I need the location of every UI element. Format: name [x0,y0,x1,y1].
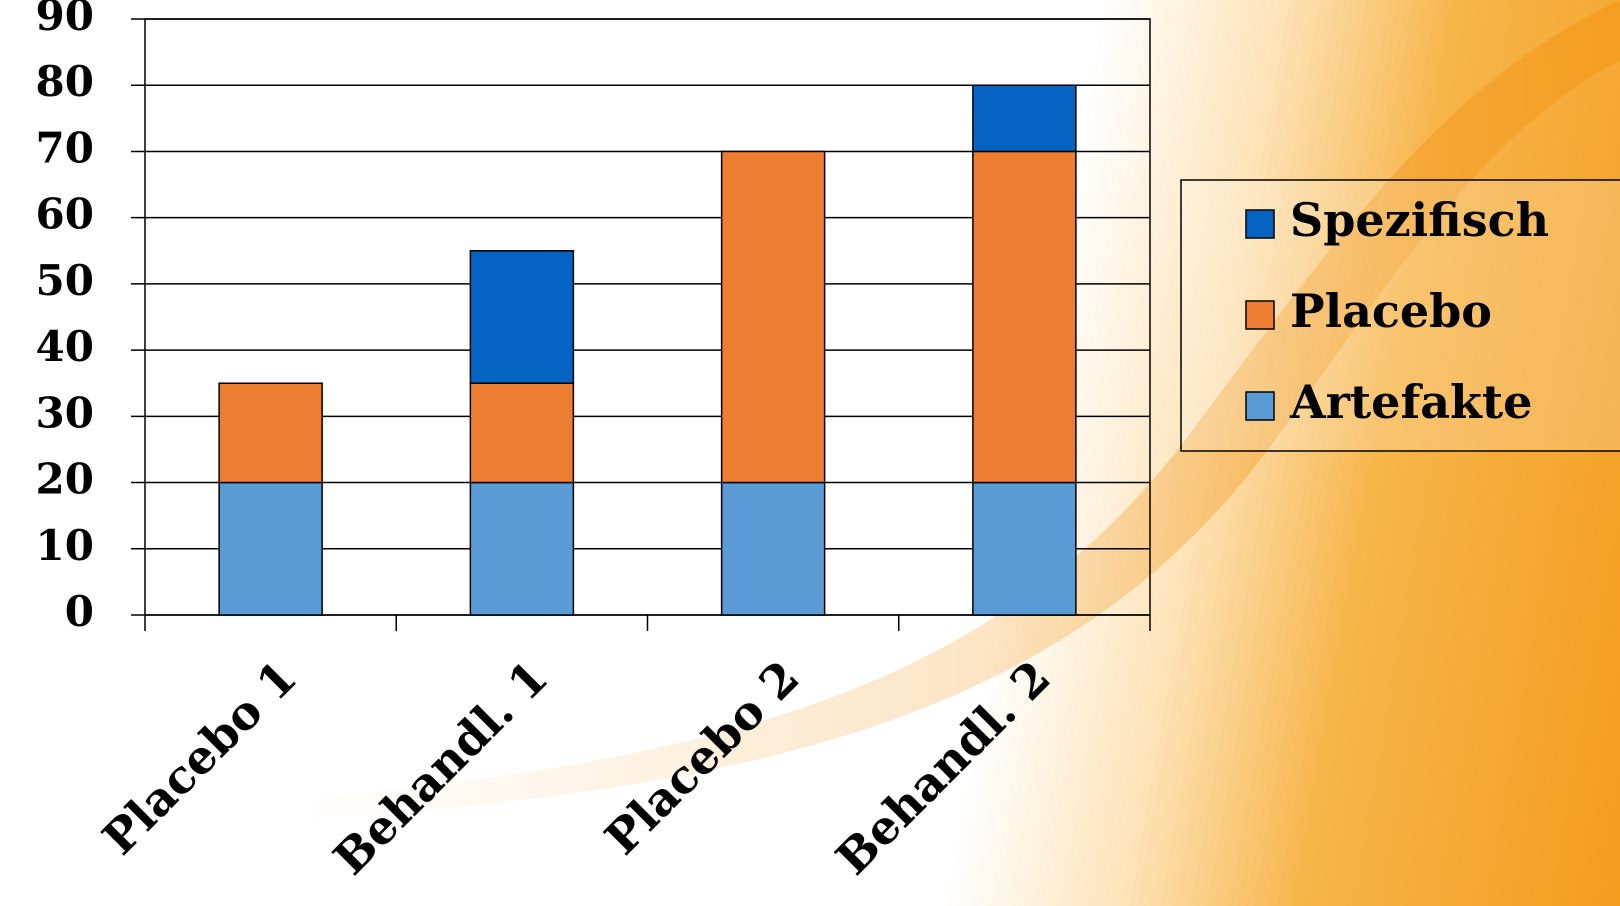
y-tick-label: 60 [36,190,94,239]
bar-segment [720,150,826,484]
y-tick-label: 70 [36,123,94,172]
bar-segment [972,481,1077,616]
y-tick-label: 20 [36,455,94,504]
bar-segment [218,481,323,616]
y-tick-label: 90 [36,0,94,40]
bar-segment [469,481,575,616]
y-tick-label: 40 [36,322,94,371]
background-swoosh [300,0,1620,820]
y-tick-label: 50 [36,256,94,305]
legend-label: Spezifisch [1290,193,1549,247]
y-tick-label: 80 [36,57,94,106]
bar-segment [218,382,323,484]
legend-swatch [1245,391,1275,421]
y-tick-label: 10 [36,521,94,570]
bar-segment [720,481,826,616]
legend-swatch [1245,300,1275,330]
legend-swatch [1245,209,1275,239]
legend-label: Placebo [1290,284,1492,338]
bar-segment [972,150,1077,484]
bar-segment [972,84,1077,153]
bar-segment [469,250,575,384]
x-tick-label: Placebo 1 [92,650,307,865]
bar-segment [469,382,575,484]
y-tick-label: 30 [36,388,94,437]
y-tick-label: 0 [65,587,94,636]
legend-label: Artefakte [1289,375,1532,429]
x-tick-label: Behandl. 1 [323,650,558,885]
